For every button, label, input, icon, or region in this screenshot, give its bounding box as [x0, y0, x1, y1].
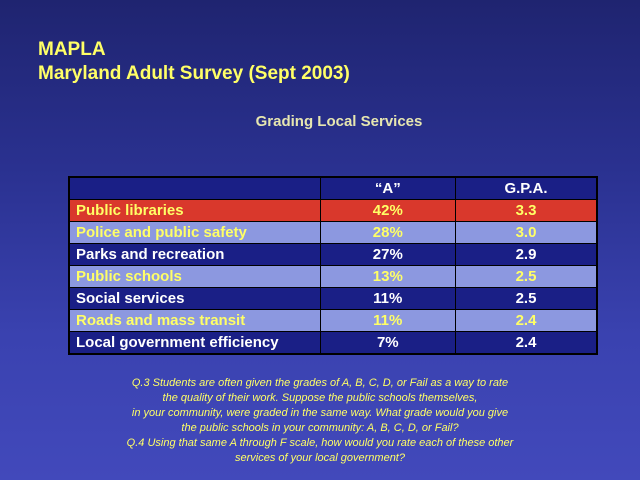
row-a-percent: 7% [319, 331, 457, 355]
row-a-percent: 13% [319, 265, 457, 288]
row-gpa: 2.9 [455, 243, 598, 266]
row-gpa: 3.0 [455, 221, 598, 244]
header-service [68, 176, 321, 200]
table-row: Public libraries 42% 3.3 [68, 199, 598, 222]
row-gpa: 2.4 [455, 309, 598, 332]
row-service: Police and public safety [68, 221, 321, 244]
table-row: Parks and recreation 27% 2.9 [68, 243, 598, 266]
note-line: the quality of their work. Suppose the p… [162, 392, 478, 404]
note-line: Q.3 Students are often given the grades … [131, 377, 509, 389]
note-line: the public schools in your community: A,… [181, 422, 459, 434]
services-grade-table: “A” G.P.A. Public libraries 42% 3.3 Poli… [68, 176, 598, 355]
slide-subtitle: Grading Local Services [255, 113, 423, 130]
table-row: Local government efficiency 7% 2.4 [68, 331, 598, 355]
row-service: Social services [68, 287, 321, 310]
note-line: in your community, were graded in the sa… [131, 407, 509, 419]
note-line: services of your local government? [235, 452, 405, 464]
title-line-2: Maryland Adult Survey (Sept 2003) [38, 63, 350, 84]
row-gpa: 2.5 [455, 287, 598, 310]
slide-title: MAPLA Maryland Adult Survey (Sept 2003) [38, 38, 350, 86]
table-row: Public schools 13% 2.5 [68, 265, 598, 288]
row-service: Local government efficiency [68, 331, 321, 355]
row-service: Parks and recreation [68, 243, 321, 266]
row-gpa: 3.3 [455, 199, 598, 222]
title-line-1: MAPLA [38, 39, 106, 60]
row-a-percent: 11% [319, 309, 457, 332]
header-a: “A” [319, 176, 457, 200]
row-service: Public schools [68, 265, 321, 288]
survey-questions-note: Q.3 Students are often given the grades … [0, 376, 640, 466]
row-gpa: 2.5 [455, 265, 598, 288]
row-a-percent: 27% [319, 243, 457, 266]
table-row: Roads and mass transit 11% 2.4 [68, 309, 598, 332]
row-service: Public libraries [68, 199, 321, 222]
row-a-percent: 42% [319, 199, 457, 222]
row-a-percent: 11% [319, 287, 457, 310]
table-header-row: “A” G.P.A. [68, 176, 598, 200]
table-row: Social services 11% 2.5 [68, 287, 598, 310]
row-a-percent: 28% [319, 221, 457, 244]
row-gpa: 2.4 [455, 331, 598, 355]
row-service: Roads and mass transit [68, 309, 321, 332]
header-gpa: G.P.A. [455, 176, 598, 200]
table-row: Police and public safety 28% 3.0 [68, 221, 598, 244]
note-line: Q.4 Using that same A through F scale, h… [126, 437, 514, 449]
